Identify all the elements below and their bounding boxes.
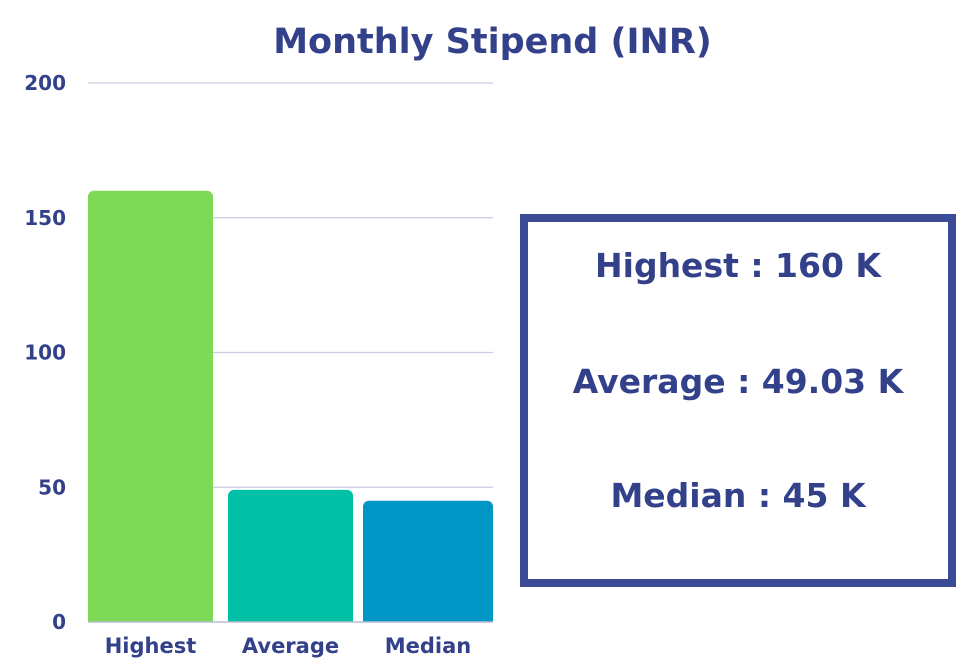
chart-title: Monthly Stipend (INR) <box>273 22 712 62</box>
summary-box: Highest : 160 K Average : 49.03 K Median… <box>520 214 956 587</box>
bar-base <box>228 614 353 622</box>
y-tick-label: 200 <box>24 71 66 95</box>
x-tick-label: Highest <box>105 634 197 658</box>
summary-highest: Highest : 160 K <box>595 246 881 285</box>
y-tick-label: 100 <box>24 341 66 365</box>
x-tick-label: Median <box>385 634 472 658</box>
bar-average <box>228 489 353 622</box>
x-tick-label: Average <box>242 634 339 658</box>
bar-base <box>363 614 493 622</box>
bar-highest <box>88 190 213 623</box>
summary-average: Average : 49.03 K <box>572 362 904 401</box>
bar-base <box>88 614 213 622</box>
summary-median: Median : 45 K <box>610 476 866 515</box>
y-tick-label: 0 <box>52 610 66 634</box>
bar-chart: 0 50 100 150 200 Highest Average Median <box>24 71 493 658</box>
bar-median <box>363 500 493 622</box>
y-tick-label: 150 <box>24 206 66 230</box>
y-tick-label: 50 <box>38 475 66 499</box>
